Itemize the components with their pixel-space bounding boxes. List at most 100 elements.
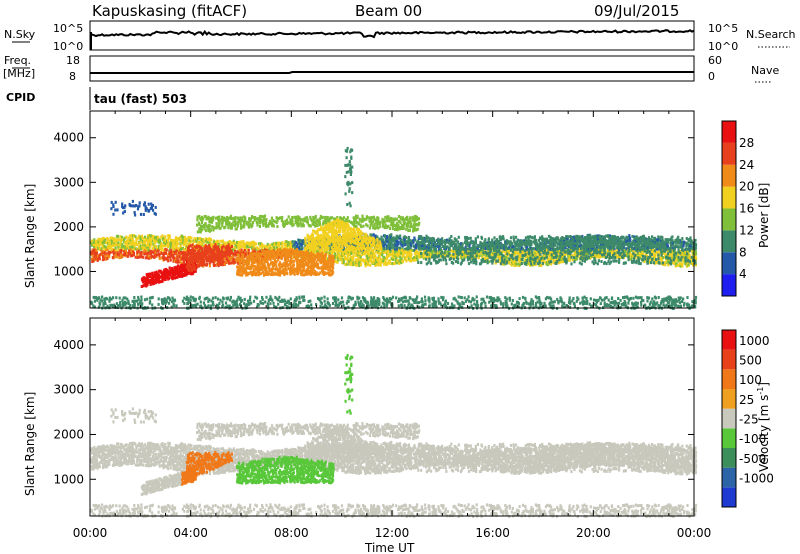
power-echo-point [281, 246, 284, 250]
power-echo-point [525, 245, 529, 249]
power-echo-point [518, 261, 521, 265]
power-echo-point [378, 237, 381, 241]
power-echo-point [537, 238, 541, 242]
power-echo-point [101, 258, 105, 262]
power-echo-point [119, 245, 122, 249]
power-echo-point [476, 249, 479, 252]
power-echo-point [126, 254, 129, 258]
power-echo-point [557, 255, 560, 259]
power-echo-point [373, 252, 376, 256]
power-echo-point [564, 253, 567, 257]
power-echo-point [217, 264, 220, 268]
power-echo-point [452, 242, 455, 246]
power-echo-point [411, 215, 414, 219]
power-echo-point [165, 248, 168, 252]
power-echo-point [420, 247, 423, 251]
power-echo-point [381, 238, 384, 242]
power-echo-point [103, 257, 106, 261]
power-echo-point [226, 216, 229, 219]
power-echo-point [492, 253, 495, 257]
power-echo-point [373, 261, 376, 265]
power-echo-point [153, 250, 156, 254]
power-echo-point [237, 244, 240, 248]
power-echo-point [144, 235, 147, 239]
power-echo-point [237, 247, 240, 251]
nsky-label: N.Sky [4, 28, 36, 41]
power-echo-point [421, 238, 424, 242]
power-echo-point [200, 228, 204, 232]
power-echo-point [204, 214, 207, 218]
power-echo-point [111, 236, 114, 240]
power-echo-point [475, 252, 478, 256]
power-echo-point [280, 247, 283, 251]
power-echo-point [126, 251, 129, 255]
power-echo-point [413, 236, 416, 240]
power-echo-point [561, 245, 564, 249]
power-echo-point [376, 263, 379, 267]
power-echo-point [542, 242, 545, 246]
power-echo-point [401, 260, 405, 264]
power-echo-point [114, 238, 117, 242]
power-echo-point [390, 233, 393, 237]
power-echo-point [202, 244, 206, 248]
power-echo-point [530, 252, 533, 256]
power-echo-point [206, 240, 209, 244]
power-echo-point [410, 258, 413, 262]
power-echo-point [166, 243, 169, 247]
power-echo-point [219, 247, 222, 251]
power-echo-point [400, 261, 403, 264]
power-echo-point [127, 299, 130, 303]
power-echo-point [119, 300, 122, 304]
power-echo-point [533, 240, 536, 244]
power-echo-point [109, 242, 112, 246]
power-echo-point [102, 243, 105, 247]
power-echo-point [413, 255, 416, 259]
power-echo-point [242, 251, 245, 254]
power-echo-point [219, 298, 222, 302]
power-echo-point [243, 225, 246, 229]
power-echo-point [140, 246, 143, 250]
power-echo-point [354, 300, 357, 304]
power-echo-point [388, 259, 391, 263]
power-echo-point [152, 255, 155, 259]
power-echo-point [459, 244, 462, 248]
power-echo-point [250, 301, 253, 305]
power-echo-point [589, 238, 592, 242]
power-echo-point [229, 295, 232, 299]
power-echo-point [444, 252, 447, 256]
power-echo-point [402, 253, 405, 257]
power-echo-point [410, 243, 413, 247]
power-echo-point [419, 249, 422, 253]
power-echo-point [234, 253, 237, 257]
power-echo-point [681, 262, 684, 266]
power-echo-point [251, 250, 254, 254]
power-echo-point [256, 246, 259, 250]
power-echo-point [144, 256, 147, 260]
power-echo-point [94, 252, 97, 256]
power-echo-point [694, 250, 697, 254]
power-echo-point [581, 234, 584, 238]
power-echo-point [407, 248, 410, 252]
power-echo-point [175, 260, 178, 264]
power-echo-point [209, 228, 213, 232]
power-echo-point [277, 302, 280, 306]
power-echo-point [147, 251, 150, 255]
power-echo-point [294, 246, 297, 250]
power-echo-point [130, 234, 133, 238]
power-echo-point [417, 242, 420, 246]
power-echo-point [611, 251, 614, 255]
power-echo-point [139, 251, 142, 255]
power-echo-point [196, 302, 199, 306]
power-echo-point [93, 245, 96, 249]
power-echo-point [602, 243, 605, 246]
power-echo-point [369, 263, 372, 267]
power-echo-point [232, 241, 235, 245]
power-echo-point [551, 250, 554, 254]
power-echo-point [257, 303, 260, 307]
power-echo-point [124, 249, 127, 253]
power-echo-point [534, 249, 537, 253]
power-echo-point [151, 295, 154, 299]
power-echo-point [543, 253, 546, 257]
power-echo-point [393, 239, 396, 243]
